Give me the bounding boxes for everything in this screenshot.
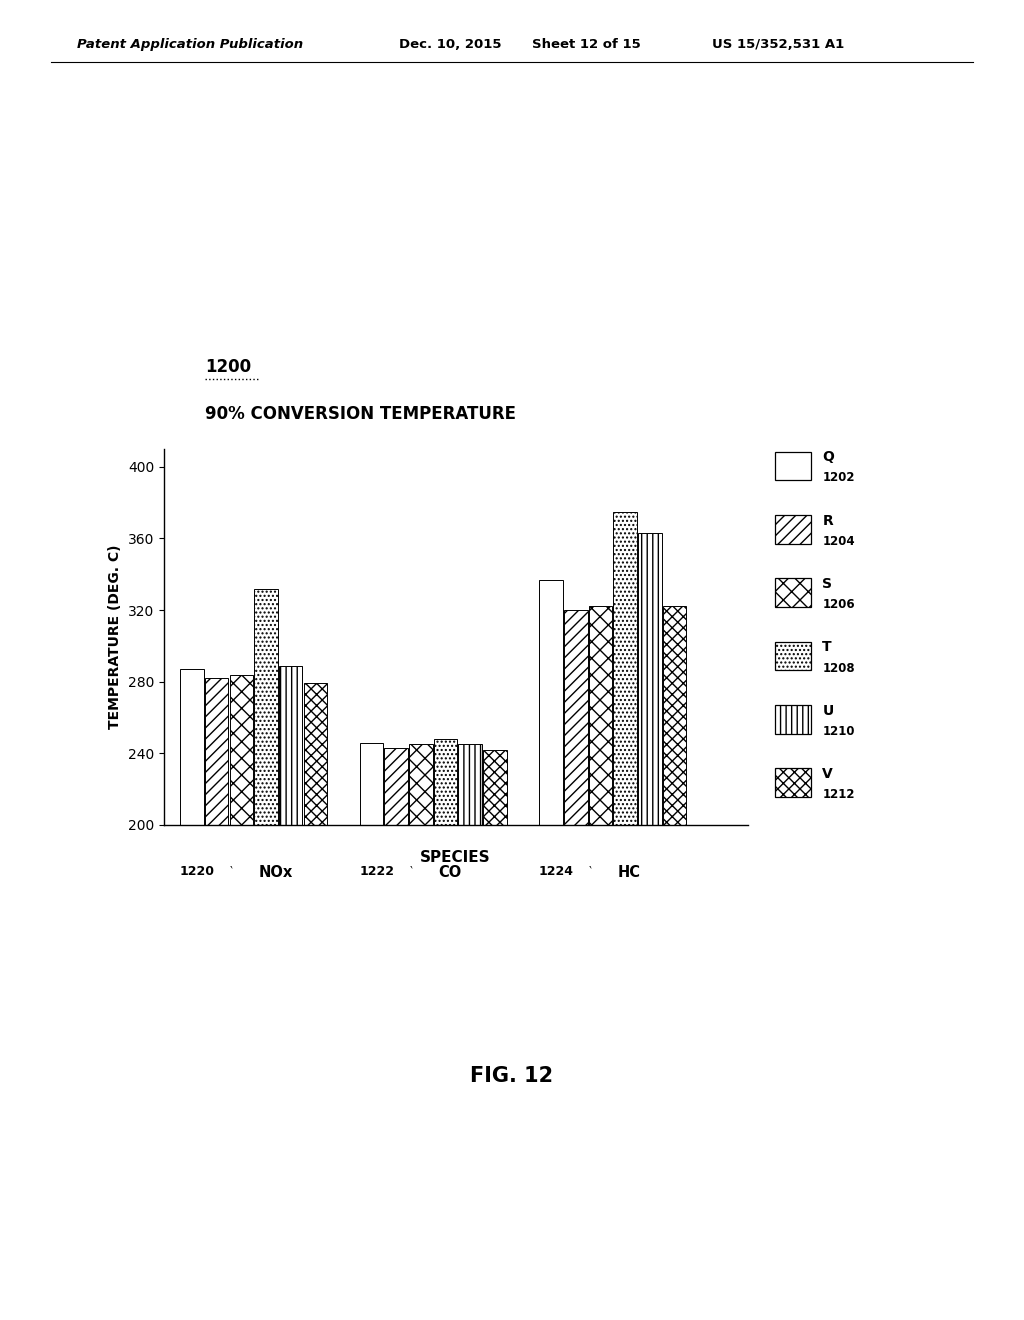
- Text: 1208: 1208: [822, 661, 855, 675]
- Text: FIG. 12: FIG. 12: [470, 1065, 554, 1086]
- Bar: [589, 606, 612, 825]
- Bar: [775, 451, 811, 480]
- Text: Sheet 12 of 15: Sheet 12 of 15: [532, 37, 641, 50]
- Text: 1200: 1200: [205, 358, 251, 376]
- Text: 1212: 1212: [822, 788, 855, 801]
- Text: S: S: [822, 577, 833, 591]
- Text: T: T: [822, 640, 831, 655]
- Text: Q: Q: [822, 450, 835, 465]
- Text: NOx: NOx: [259, 865, 293, 879]
- Text: 1210: 1210: [822, 725, 855, 738]
- Text: R: R: [822, 513, 833, 528]
- Bar: [359, 743, 383, 825]
- Bar: [775, 515, 811, 544]
- Bar: [663, 606, 686, 825]
- Bar: [229, 675, 253, 825]
- Text: 1206: 1206: [822, 598, 855, 611]
- Text: ‵: ‵: [589, 865, 592, 878]
- Text: 1204: 1204: [822, 535, 855, 548]
- Bar: [564, 610, 588, 825]
- Bar: [638, 533, 662, 825]
- Text: US 15/352,531 A1: US 15/352,531 A1: [712, 37, 844, 50]
- Text: U: U: [822, 704, 834, 718]
- Text: V: V: [822, 767, 833, 781]
- Bar: [540, 579, 563, 825]
- Bar: [205, 678, 228, 825]
- Bar: [775, 578, 811, 607]
- Bar: [434, 739, 458, 825]
- Bar: [303, 684, 327, 825]
- Y-axis label: TEMPERATURE (DEG. C): TEMPERATURE (DEG. C): [109, 545, 122, 729]
- Bar: [459, 744, 482, 825]
- Text: HC: HC: [617, 865, 641, 879]
- Text: ‵: ‵: [229, 865, 232, 878]
- Text: ‵: ‵: [410, 865, 412, 878]
- Text: 1220: 1220: [180, 865, 215, 878]
- Text: 1224: 1224: [539, 865, 574, 878]
- Bar: [279, 665, 302, 825]
- Bar: [180, 669, 204, 825]
- Text: Dec. 10, 2015: Dec. 10, 2015: [399, 37, 502, 50]
- Bar: [775, 768, 811, 797]
- Bar: [410, 744, 433, 825]
- Text: 1222: 1222: [359, 865, 394, 878]
- Text: CO: CO: [438, 865, 462, 879]
- Bar: [483, 750, 507, 825]
- Bar: [254, 589, 278, 825]
- Bar: [613, 511, 637, 825]
- Bar: [384, 748, 408, 825]
- Text: 90% CONVERSION TEMPERATURE: 90% CONVERSION TEMPERATURE: [205, 405, 516, 424]
- Bar: [775, 642, 811, 671]
- Text: Patent Application Publication: Patent Application Publication: [77, 37, 303, 50]
- Bar: [775, 705, 811, 734]
- Text: 1202: 1202: [822, 471, 855, 484]
- X-axis label: SPECIES: SPECIES: [421, 850, 490, 865]
